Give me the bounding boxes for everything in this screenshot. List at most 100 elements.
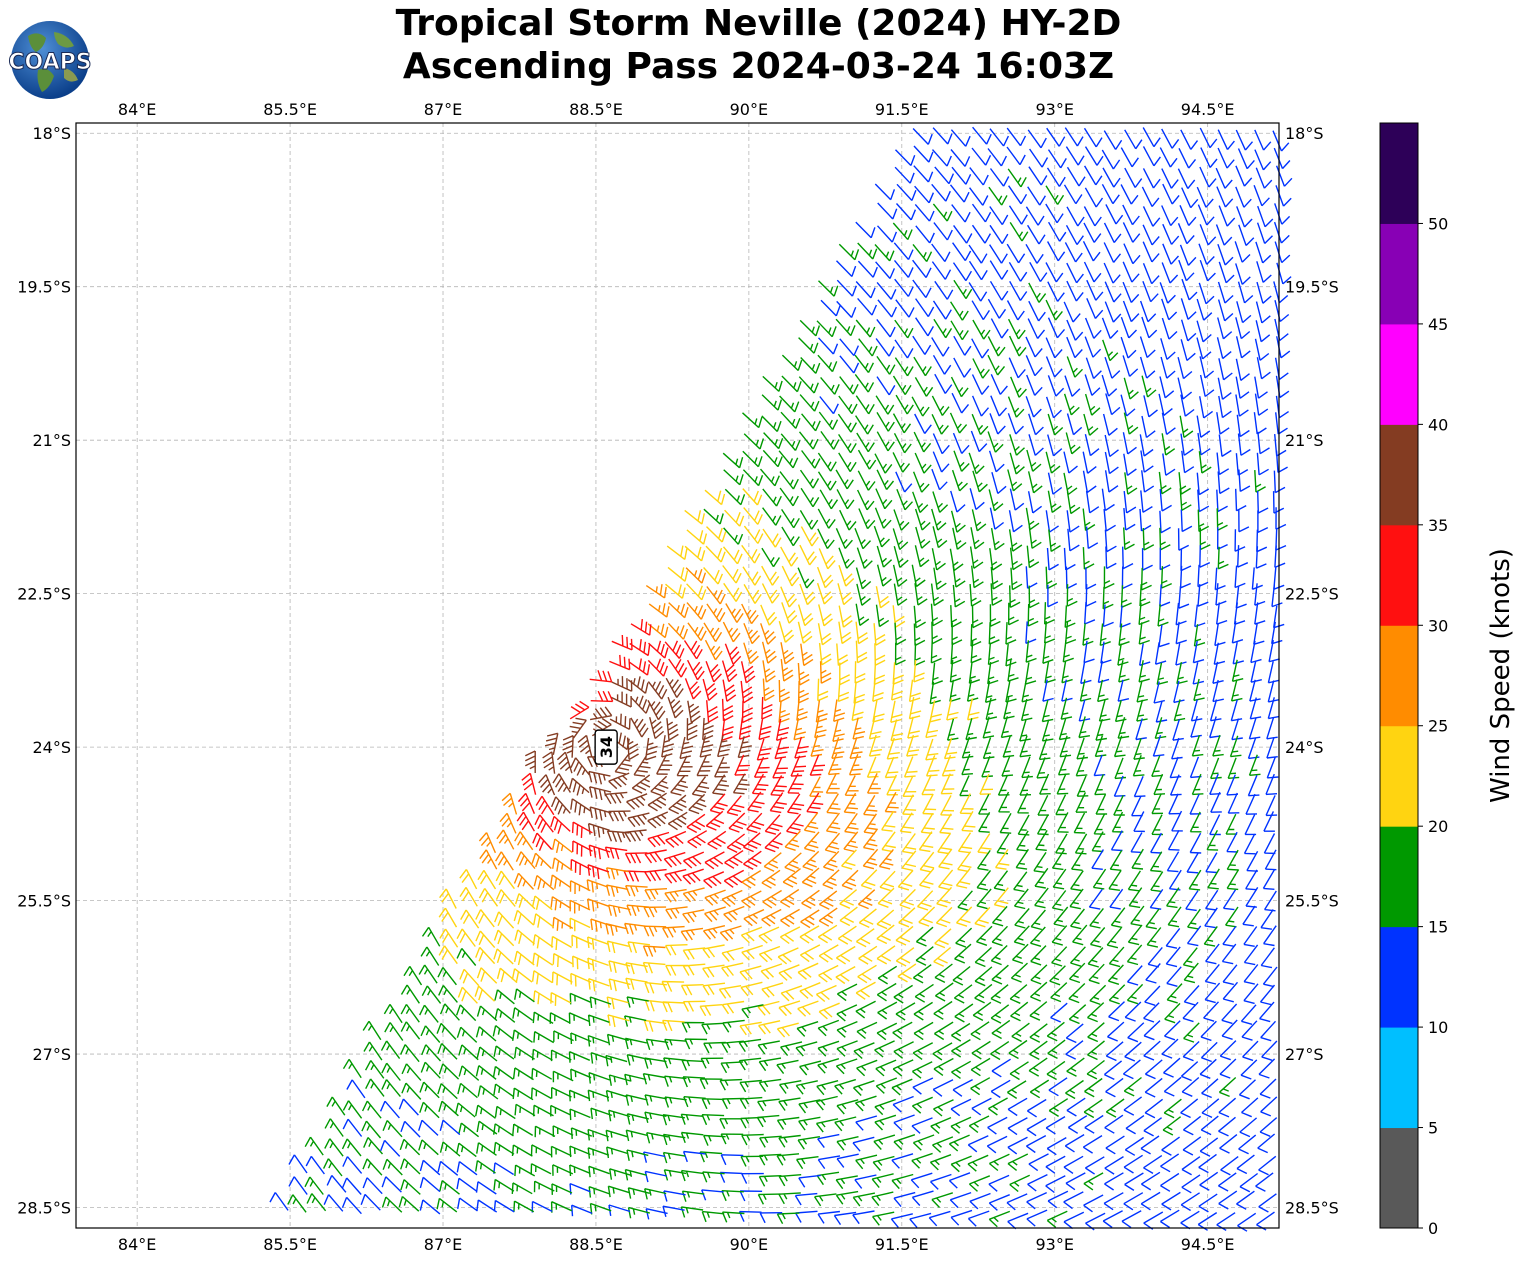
wind-barb (817, 528, 835, 550)
wind-barb (513, 1200, 535, 1213)
wind-barb (1273, 470, 1286, 494)
wind-barb (1274, 300, 1290, 323)
wind-barb (1193, 624, 1206, 647)
colorbar-tick-label: 0 (1428, 1219, 1438, 1238)
wind-barb (324, 1138, 344, 1157)
wind-barb (1161, 1191, 1181, 1211)
wind-barb (816, 566, 834, 589)
wind-barb (721, 660, 738, 683)
wind-barb (987, 431, 1004, 453)
wind-barb (774, 737, 790, 760)
wind-barb (706, 603, 726, 623)
wind-barb (739, 1021, 762, 1036)
wind-barb (686, 718, 698, 741)
wind-barb (839, 338, 860, 357)
wind-barb (838, 452, 857, 472)
wind-barb (1143, 395, 1158, 418)
wind-barb (1070, 870, 1084, 892)
wind-barb (588, 1072, 611, 1084)
wind-barb (1047, 1039, 1066, 1060)
lat-ticks-right: 18°S19.5°S21°S22.5°S24°S25.5°S27°S28.5°S (1285, 124, 1339, 1217)
wind-barb (892, 1021, 913, 1040)
wind-barb (1021, 680, 1033, 703)
wind-barb (1180, 1210, 1200, 1230)
wind-barb (778, 700, 791, 724)
wind-barb (1027, 603, 1039, 627)
wind-barb (1038, 738, 1051, 761)
wind-barb (816, 1080, 839, 1096)
storm-label-box (594, 729, 618, 765)
wind-barb (837, 413, 858, 433)
wind-barb (550, 1145, 572, 1158)
wind-barb (717, 735, 732, 758)
wind-barb (664, 944, 688, 956)
wind-barb (1199, 356, 1215, 379)
wind-barb (951, 392, 970, 414)
wind-barb (932, 300, 952, 320)
wind-barb (1141, 316, 1158, 339)
wind-barb (589, 706, 613, 721)
wind-barb (1172, 718, 1184, 741)
wind-barb (661, 980, 685, 992)
wind-barb (1146, 927, 1162, 948)
wind-barb (1243, 926, 1258, 947)
wind-barb (1183, 1022, 1200, 1043)
wind-barb (876, 225, 898, 243)
wind-barb (1236, 414, 1250, 438)
wind-barb (1177, 528, 1190, 551)
wind-barb (1007, 1212, 1029, 1230)
wind-barb (550, 991, 572, 1006)
wind-barb (495, 870, 515, 890)
wind-barb (817, 1040, 840, 1057)
colorbar-tick-label: 40 (1428, 415, 1448, 434)
wind-barb (1007, 168, 1027, 188)
lon-tick-label: 91.5°E (875, 1235, 929, 1254)
wind-barb (531, 1200, 553, 1213)
wind-barb (827, 753, 842, 776)
wind-barb (1255, 241, 1272, 264)
wind-barb (976, 925, 993, 946)
wind-barb (1243, 944, 1259, 966)
wind-barb (931, 261, 952, 280)
lon-tick-label: 93°E (1035, 1235, 1073, 1254)
wind-barb (1036, 757, 1049, 779)
wind-barb (606, 996, 629, 1010)
wind-barb (855, 1154, 878, 1170)
wind-barb (686, 602, 707, 620)
wind-barb (662, 1001, 685, 1013)
wind-barb (401, 1082, 422, 1100)
wind-barb (1161, 412, 1176, 435)
wind-barb (989, 224, 1009, 244)
wind-barb (663, 1057, 686, 1069)
wind-barb (475, 1181, 497, 1195)
wind-barb (699, 1004, 723, 1017)
wind-barb (1123, 1154, 1143, 1174)
wind-barb (1222, 964, 1238, 986)
wind-barb (740, 1155, 764, 1167)
wind-barb (1027, 129, 1047, 149)
wind-barb (838, 395, 858, 415)
wind-barb (758, 1057, 782, 1072)
wind-barb (399, 1044, 420, 1063)
wind-barb (782, 868, 801, 888)
wind-barb (381, 1176, 402, 1193)
wind-barb (982, 716, 995, 739)
wind-barb (1160, 1209, 1180, 1229)
wind-barb (1154, 642, 1167, 665)
wind-barb (839, 662, 851, 686)
wind-barb (512, 1007, 534, 1021)
wind-barb (401, 1063, 422, 1081)
wind-barb (895, 1002, 916, 1021)
wind-barb (912, 471, 930, 493)
wind-barb (1188, 869, 1202, 891)
wind-barb (1217, 471, 1230, 495)
lat-tick-label: 21°S (32, 431, 71, 450)
wind-barb (893, 509, 910, 531)
wind-barb (382, 1158, 403, 1176)
wind-barb (627, 941, 650, 954)
wind-barb (626, 1149, 649, 1161)
wind-barb (1082, 451, 1097, 474)
wind-barb (1089, 927, 1106, 948)
wind-barb (643, 906, 667, 918)
logo-text: COAPS (8, 50, 91, 75)
